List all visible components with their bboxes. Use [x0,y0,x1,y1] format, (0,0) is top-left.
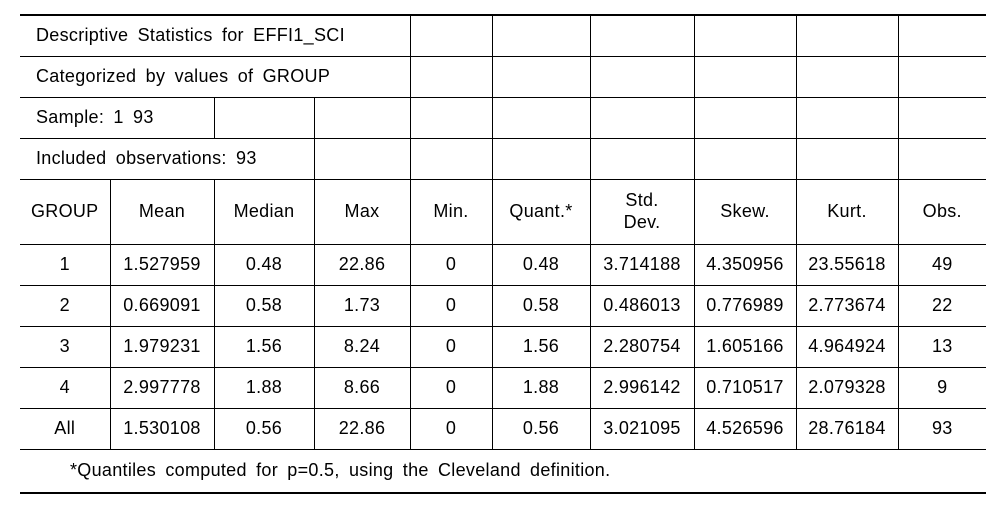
footnote-text: *Quantiles computed for p=0.5, using the… [20,450,986,494]
footnote-row: *Quantiles computed for p=0.5, using the… [20,450,986,494]
meta-row-category: Categorized by values of GROUP [20,57,986,98]
col-median: Median [214,180,314,245]
descriptive-stats-table: Descriptive Statistics for EFFI1_SCI Cat… [20,14,986,494]
meta-title: Descriptive Statistics for EFFI1_SCI [20,15,410,57]
meta-row-sample: Sample: 1 93 [20,98,986,139]
col-skew: Skew. [694,180,796,245]
column-header-row: GROUP Mean Median Max Min. Quant.* Std.D… [20,180,986,245]
table-row-all: All 1.530108 0.56 22.86 0 0.56 3.021095 … [20,409,986,450]
table-row: 1 1.527959 0.48 22.86 0 0.48 3.714188 4.… [20,245,986,286]
table-row: 2 0.669091 0.58 1.73 0 0.58 0.486013 0.7… [20,286,986,327]
col-quant: Quant.* [492,180,590,245]
col-max: Max [314,180,410,245]
col-mean: Mean [110,180,214,245]
meta-row-included: Included observations: 93 [20,139,986,180]
meta-row-title: Descriptive Statistics for EFFI1_SCI [20,15,986,57]
col-min: Min. [410,180,492,245]
meta-sample: Sample: 1 93 [20,98,214,139]
table-row: 3 1.979231 1.56 8.24 0 1.56 2.280754 1.6… [20,327,986,368]
col-std: Std.Dev. [590,180,694,245]
table-row: 4 2.997778 1.88 8.66 0 1.88 2.996142 0.7… [20,368,986,409]
meta-included: Included observations: 93 [20,139,314,180]
col-group: GROUP [20,180,110,245]
meta-category: Categorized by values of GROUP [20,57,410,98]
col-kurt: Kurt. [796,180,898,245]
col-obs: Obs. [898,180,986,245]
